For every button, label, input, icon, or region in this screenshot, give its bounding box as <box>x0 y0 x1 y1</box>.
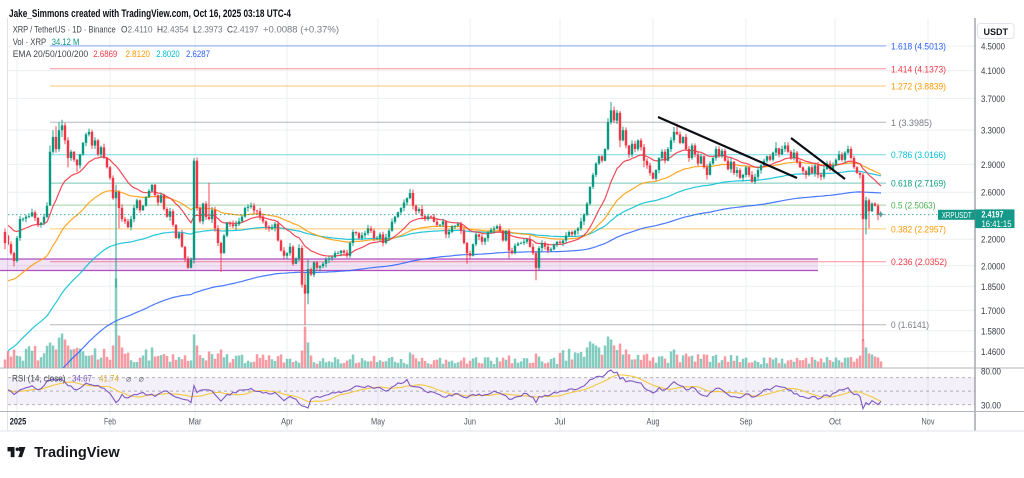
svg-text:Jun: Jun <box>464 417 476 428</box>
svg-text:34.67: 34.67 <box>72 373 92 384</box>
svg-text:May: May <box>371 417 385 428</box>
svg-text:XRP / TetherUS · 1D · Binance: XRP / TetherUS · 1D · Binance <box>13 25 116 36</box>
svg-text:2.8120: 2.8120 <box>126 49 151 60</box>
svg-text:0.618 (2.7169): 0.618 (2.7169) <box>891 179 946 190</box>
svg-text:1.272 (3.8839): 1.272 (3.8839) <box>891 82 946 93</box>
svg-text:O2.4110: O2.4110 <box>121 25 153 36</box>
svg-text:3.7000: 3.7000 <box>981 94 1005 105</box>
svg-text:Mar: Mar <box>189 417 202 428</box>
svg-text:3.3000: 3.3000 <box>981 126 1005 137</box>
svg-text:0.236 (2.0352): 0.236 (2.0352) <box>891 257 947 268</box>
svg-text:0.786 (3.0166): 0.786 (3.0166) <box>891 150 946 161</box>
svg-text:EMA 20/50/100/200: EMA 20/50/100/200 <box>13 49 89 60</box>
svg-text:Jake_Simmons created with Trad: Jake_Simmons created with TradingView.co… <box>9 8 292 20</box>
svg-text:2.8020: 2.8020 <box>156 49 180 60</box>
svg-text:2.6000: 2.6000 <box>981 188 1005 199</box>
svg-text:80.00: 80.00 <box>981 367 1001 378</box>
svg-text:1 (3.3985): 1 (3.3985) <box>891 118 932 129</box>
svg-text:Vol · XRP: Vol · XRP <box>13 37 47 48</box>
svg-text:⌀: ⌀ <box>139 374 145 384</box>
svg-text:Jul: Jul <box>555 417 566 428</box>
svg-text:Sep: Sep <box>740 417 753 428</box>
svg-text:L2.3973: L2.3973 <box>193 25 223 36</box>
svg-text:4.1000: 4.1000 <box>981 66 1005 77</box>
svg-text:Oct: Oct <box>829 417 841 428</box>
svg-text:+0.0088 (+0.37%): +0.0088 (+0.37%) <box>263 25 339 36</box>
svg-text:2.4197: 2.4197 <box>982 210 1004 221</box>
svg-text:1.7000: 1.7000 <box>981 306 1005 317</box>
svg-text:RSI (14, close): RSI (14, close) <box>12 373 66 384</box>
svg-text:1.414 (4.1373): 1.414 (4.1373) <box>891 64 946 75</box>
svg-text:0 (1.6141): 0 (1.6141) <box>891 320 929 331</box>
svg-text:34.12 M: 34.12 M <box>52 37 80 48</box>
svg-text:2.2000: 2.2000 <box>981 235 1005 246</box>
svg-text:0.382 (2.2957): 0.382 (2.2957) <box>891 224 946 235</box>
svg-text:0.5 (2.5063): 0.5 (2.5063) <box>891 201 936 212</box>
svg-text:Aug: Aug <box>647 417 660 428</box>
svg-text:4.5000: 4.5000 <box>981 42 1005 53</box>
svg-text:41.74: 41.74 <box>99 373 119 384</box>
svg-text:H2.4354: H2.4354 <box>157 25 189 36</box>
svg-text:C2.4197: C2.4197 <box>227 25 259 36</box>
svg-text:Feb: Feb <box>104 417 116 428</box>
svg-text:Apr: Apr <box>281 417 293 428</box>
svg-text:USDT: USDT <box>984 27 1009 38</box>
svg-text:TradingView: TradingView <box>34 444 120 461</box>
svg-text:16:41:15: 16:41:15 <box>982 219 1012 229</box>
svg-text:1.5800: 1.5800 <box>981 326 1005 337</box>
svg-text:2.6287: 2.6287 <box>186 49 210 60</box>
svg-text:2.9000: 2.9000 <box>981 160 1005 171</box>
svg-text:2.6869: 2.6869 <box>93 49 117 60</box>
svg-text:2.0000: 2.0000 <box>981 261 1005 272</box>
svg-text:1.8500: 1.8500 <box>981 282 1005 293</box>
svg-text:⌀: ⌀ <box>126 374 132 384</box>
svg-text:1.4600: 1.4600 <box>981 347 1005 358</box>
svg-text:XRPUSDT: XRPUSDT <box>942 210 972 220</box>
svg-text:1.618 (4.5013): 1.618 (4.5013) <box>891 41 946 52</box>
svg-text:Nov: Nov <box>922 417 935 428</box>
svg-text:30.00: 30.00 <box>981 401 1001 412</box>
svg-text:2025: 2025 <box>10 417 27 428</box>
